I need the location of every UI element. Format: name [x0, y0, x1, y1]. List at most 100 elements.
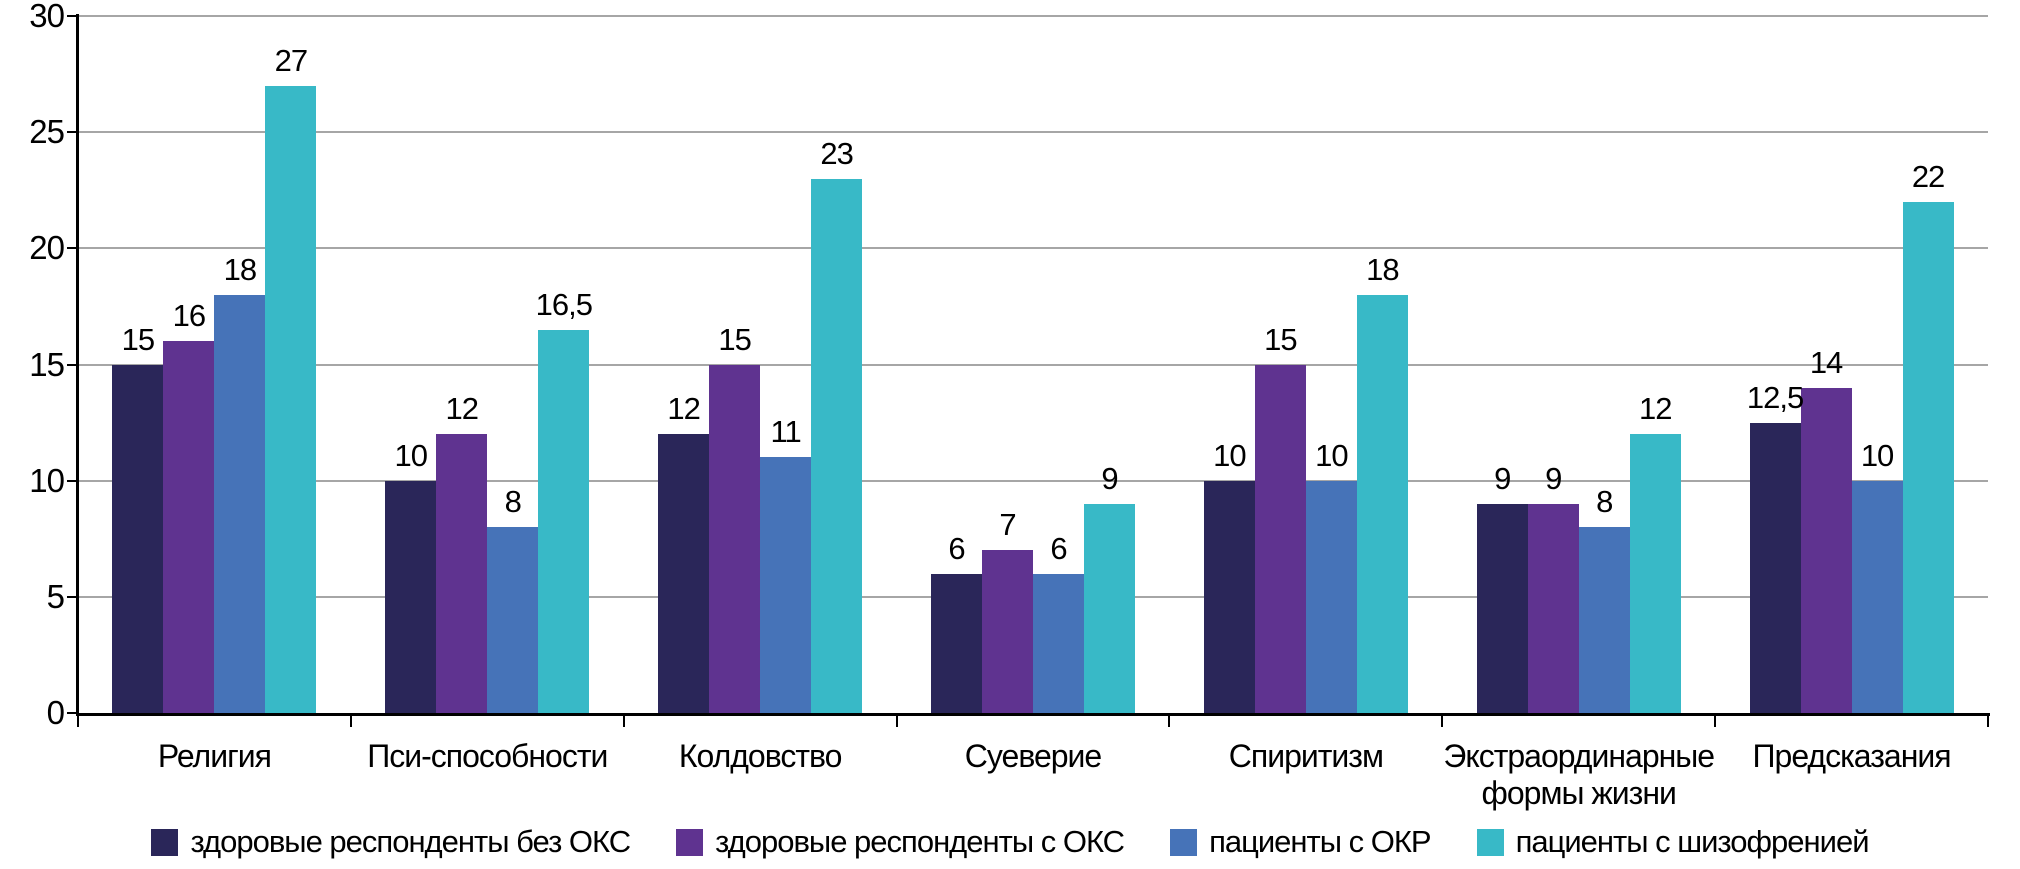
- bar-value-label: 16,5: [535, 286, 593, 322]
- x-tick-mark: [1168, 713, 1171, 727]
- y-tick-mark-15: [67, 363, 78, 366]
- bar-value-label: 12: [445, 391, 479, 427]
- bar-пациенты с шизофренией-Предсказания: [1902, 201, 1954, 713]
- y-axis-tick-label: 15: [29, 345, 65, 383]
- x-tick-mark: [349, 713, 352, 727]
- y-axis-tick-label: 10: [29, 461, 65, 499]
- x-tick-mark: [1987, 713, 1989, 727]
- y-axis-tick-label: 25: [29, 113, 65, 151]
- y-tick-mark-30: [67, 15, 78, 17]
- bar-пациенты с шизофренией-Пси-способности: [538, 329, 590, 713]
- bar-value-label: 6: [1050, 530, 1067, 566]
- bar-value-label: 10: [1315, 437, 1348, 473]
- bar-value-label: 7: [999, 507, 1016, 543]
- bar-value-label: 15: [1264, 321, 1297, 357]
- y-axis-tick-label: 30: [29, 0, 65, 34]
- y-axis-line: [76, 14, 79, 716]
- x-tick-mark: [895, 713, 898, 727]
- bar-value-label: 9: [1101, 460, 1118, 496]
- bar-пациенты с ОКР-Колдовство: [760, 457, 812, 713]
- bar-value-label: 9: [1494, 460, 1511, 496]
- gridline-30: [78, 15, 1988, 17]
- bar-пациенты с ОКР-Пси-способности: [487, 527, 539, 713]
- legend-series-label: здоровые респонденты с ОКС: [715, 824, 1125, 859]
- bar-value-label: 9: [1545, 460, 1562, 496]
- legend-series-label: пациенты с ОКР: [1209, 824, 1432, 859]
- bar-value-label: 12: [667, 391, 700, 427]
- bar-здоровые респонденты без ОКС-Экстраординарные формы жизни: [1476, 503, 1528, 713]
- bar-пациенты с шизофренией-Религия: [265, 85, 317, 713]
- legend-series-label: здоровые респонденты без ОКС: [190, 824, 631, 859]
- bar-value-label: 15: [121, 321, 155, 357]
- bar-пациенты с ОКР-Религия: [214, 294, 266, 713]
- x-tick-mark: [1714, 713, 1717, 727]
- legend-item: здоровые респонденты с ОКС: [676, 824, 1125, 860]
- gridline-25: [78, 131, 1988, 134]
- x-tick-mark: [1441, 713, 1444, 727]
- y-tick-mark-5: [67, 595, 78, 598]
- bar-пациенты с шизофренией-Спиритизм: [1356, 294, 1408, 713]
- bar-value-label: 12,5: [1746, 379, 1804, 415]
- bar-value-label: 16: [172, 298, 206, 334]
- bar-value-label: 8: [1596, 484, 1613, 520]
- gridline-15: [78, 363, 1988, 366]
- bar-пациенты с ОКР-Экстраординарные формы жизни: [1578, 527, 1630, 713]
- bar-пациенты с шизофренией-Колдовство: [811, 178, 863, 713]
- x-tick-mark: [622, 713, 625, 727]
- bar-здоровые респонденты без ОКС-Колдовство: [658, 434, 710, 713]
- legend-color-swatch: [1170, 828, 1198, 856]
- category-label: Предсказания: [1752, 738, 1952, 774]
- category-label: Пси-способности: [367, 738, 608, 774]
- bar-здоровые респонденты с ОКС-Экстраординарные формы жизни: [1527, 503, 1579, 713]
- bar-пациенты с ОКР-Спиритизм: [1305, 480, 1357, 713]
- y-tick-mark-25: [67, 131, 78, 134]
- y-tick-mark-0: [67, 712, 78, 714]
- bar-пациенты с ОКР-Предсказания: [1851, 480, 1903, 713]
- gridline-10: [78, 479, 1988, 482]
- bar-здоровые респонденты без ОКС-Суеверие: [931, 573, 982, 713]
- x-tick-mark: [77, 713, 79, 727]
- legend-item: здоровые респонденты без ОКС: [151, 824, 631, 860]
- bar-value-label: 18: [223, 251, 257, 287]
- y-axis-tick-label: 5: [46, 577, 65, 615]
- bar-value-label: 15: [718, 321, 751, 357]
- category-label: Спиритизм: [1228, 738, 1384, 774]
- bar-value-label: 10: [394, 437, 428, 473]
- bar-здоровые респонденты с ОКС-Спиритизм: [1254, 364, 1306, 713]
- x-axis-line: [76, 713, 1990, 716]
- bar-здоровые респонденты без ОКС-Пси-способности: [385, 480, 437, 713]
- category-label: Религия: [157, 738, 272, 774]
- legend-item: пациенты с ОКР: [1170, 824, 1432, 860]
- bar-здоровые респонденты с ОКС-Пси-способности: [436, 434, 488, 713]
- bar-здоровые респонденты без ОКС-Предсказания: [1749, 422, 1801, 713]
- category-label: Колдовство: [678, 738, 843, 774]
- bar-здоровые респонденты с ОКС-Предсказания: [1800, 387, 1852, 713]
- bar-value-label: 10: [1860, 437, 1894, 473]
- bar-value-label: 14: [1809, 344, 1843, 380]
- bar-value-label: 23: [820, 135, 853, 171]
- bar-пациенты с шизофренией-Экстраординарные формы жизни: [1629, 434, 1681, 713]
- bar-value-label: 10: [1213, 437, 1246, 473]
- legend-color-swatch: [1476, 828, 1504, 856]
- legend: здоровые респонденты без ОКС здоровые рес…: [0, 820, 2020, 864]
- legend-color-swatch: [151, 828, 179, 856]
- bar-здоровые респонденты без ОКС-Религия: [112, 364, 164, 713]
- y-tick-mark-10: [67, 479, 78, 482]
- bar-здоровые респонденты с ОКС-Колдовство: [709, 364, 761, 713]
- bar-value-label: 11: [770, 414, 802, 450]
- bar-value-label: 22: [1911, 158, 1945, 194]
- bar-value-label: 18: [1366, 251, 1399, 287]
- bar-value-label: 27: [274, 42, 308, 78]
- legend-series-label: пациенты с шизофренией: [1515, 824, 1870, 859]
- legend-color-swatch: [676, 828, 704, 856]
- category-label: Суеверие: [964, 738, 1102, 774]
- bar-value-label: 8: [504, 484, 522, 520]
- bar-здоровые респонденты с ОКС-Религия: [163, 341, 215, 713]
- category-label: Экстраординарные формы жизни: [1443, 738, 1715, 811]
- gridline-20: [78, 247, 1988, 250]
- bar-value-label: 12: [1638, 391, 1672, 427]
- bar-пациенты с ОКР-Суеверие: [1033, 573, 1084, 713]
- y-axis-tick-label: 20: [29, 229, 65, 267]
- bar-value-label: 6: [948, 530, 965, 566]
